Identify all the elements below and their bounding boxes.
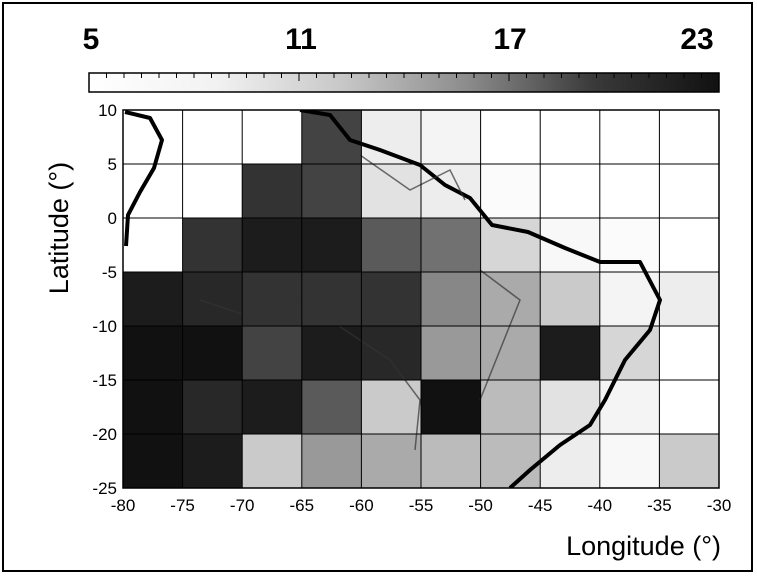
heatmap-cell [599, 110, 660, 164]
heatmap-cell [540, 272, 600, 326]
heatmap-cell [361, 164, 421, 218]
heatmap-cell [421, 272, 481, 326]
y-tick-label: -20 [92, 425, 117, 444]
heatmap-cell [182, 218, 243, 272]
x-tick-label: -30 [707, 496, 732, 515]
heatmap-cell [182, 110, 243, 164]
heatmap-cell [540, 110, 600, 164]
heatmap-cell [659, 380, 719, 434]
heatmap-cell [242, 218, 302, 272]
y-tick-labels: 10 5 0 -5 -10 -15 -20 -25 [92, 101, 117, 498]
heatmap-cell [123, 326, 183, 380]
heatmap-cell [182, 380, 243, 434]
heatmap-cell [480, 380, 541, 434]
heatmap-cell [421, 434, 481, 488]
heatmap-cell [301, 218, 362, 272]
heatmap-cell [123, 272, 183, 326]
heatmap-cell [480, 164, 541, 218]
heatmap-cell [242, 110, 302, 164]
colorbar-label-11: 11 [285, 23, 317, 56]
heatmap-cell [242, 164, 302, 218]
x-tick-label: -65 [290, 496, 315, 515]
x-tick-labels: -80 -75 -70 -65 -60 -55 -50 -45 -40 -35 -30 [111, 496, 732, 515]
heatmap-cell [659, 434, 719, 488]
heatmap-cell [361, 380, 421, 434]
x-tick-label: -60 [349, 496, 374, 515]
y-tick-label: -5 [102, 263, 117, 282]
heatmap-cell [659, 326, 719, 380]
heatmap-cell [480, 272, 541, 326]
heatmap-cell [123, 218, 183, 272]
heatmap-cell [361, 326, 421, 380]
heatmap-cell [421, 326, 481, 380]
heatmap-cell [182, 272, 243, 326]
y-axis-title: Latitude (°) [44, 162, 74, 294]
x-axis-title: Longitude (°) [566, 531, 721, 561]
heatmap-cell [480, 326, 541, 380]
heatmap-cell [301, 380, 362, 434]
heatmap-cell [301, 272, 362, 326]
heatmap-cell [182, 326, 243, 380]
heatmap-cell [659, 272, 719, 326]
heatmap-cell [361, 272, 421, 326]
heatmap-cell [361, 434, 421, 488]
heatmap-cell [540, 164, 600, 218]
plot-area-frame [122, 109, 720, 489]
colorbar-ticks [88, 73, 720, 81]
x-tick-label: -45 [528, 496, 553, 515]
heatmap-cell [242, 326, 302, 380]
colorbar-label-5: 5 [83, 23, 100, 56]
y-tick-label: 10 [98, 101, 117, 120]
heatmap-cell [480, 110, 541, 164]
heatmap-cell [659, 218, 719, 272]
heatmap-cell [599, 164, 660, 218]
heatmap-cell [242, 380, 302, 434]
y-tick-label: -10 [92, 317, 117, 336]
heatmap-cell [242, 434, 302, 488]
heatmap-cell [421, 110, 481, 164]
heatmap-cell [301, 434, 362, 488]
heatmap-cell [421, 218, 481, 272]
heatmap-cell [540, 326, 600, 380]
y-tick-label: 5 [108, 155, 117, 174]
heatmap-cell [659, 164, 719, 218]
heatmap-cells [123, 110, 719, 488]
x-tick-label: -70 [230, 496, 255, 515]
heatmap-cell [123, 110, 183, 164]
y-tick-label: 0 [108, 209, 117, 228]
heatmap-cell [182, 434, 243, 488]
colorbar-label-17: 17 [493, 23, 526, 56]
x-tick-label: -35 [647, 496, 672, 515]
heatmap-cell [599, 434, 660, 488]
colorbar-label-23: 23 [680, 23, 713, 56]
x-tick-label: -50 [468, 496, 493, 515]
x-tick-label: -80 [111, 496, 136, 515]
heatmap-cell [182, 164, 243, 218]
heatmap-cell [540, 218, 600, 272]
heatmap-cell [421, 380, 481, 434]
y-tick-label: -15 [92, 371, 117, 390]
heatmap-cell [480, 218, 541, 272]
x-tick-label: -55 [409, 496, 434, 515]
x-tick-label: -75 [170, 496, 195, 515]
x-tick-label: -40 [588, 496, 613, 515]
heatmap-cell [123, 380, 183, 434]
heatmap-cell [301, 164, 362, 218]
heatmap-cell [540, 434, 600, 488]
heatmap-cell [242, 272, 302, 326]
border-lines [199, 154, 521, 451]
heatmap-cell [123, 434, 183, 488]
heatmap-cell [480, 434, 541, 488]
heatmap-cell [659, 110, 719, 164]
heatmap-cell [361, 218, 421, 272]
coastline-outline [124, 110, 662, 488]
y-tick-label: -25 [92, 479, 117, 498]
